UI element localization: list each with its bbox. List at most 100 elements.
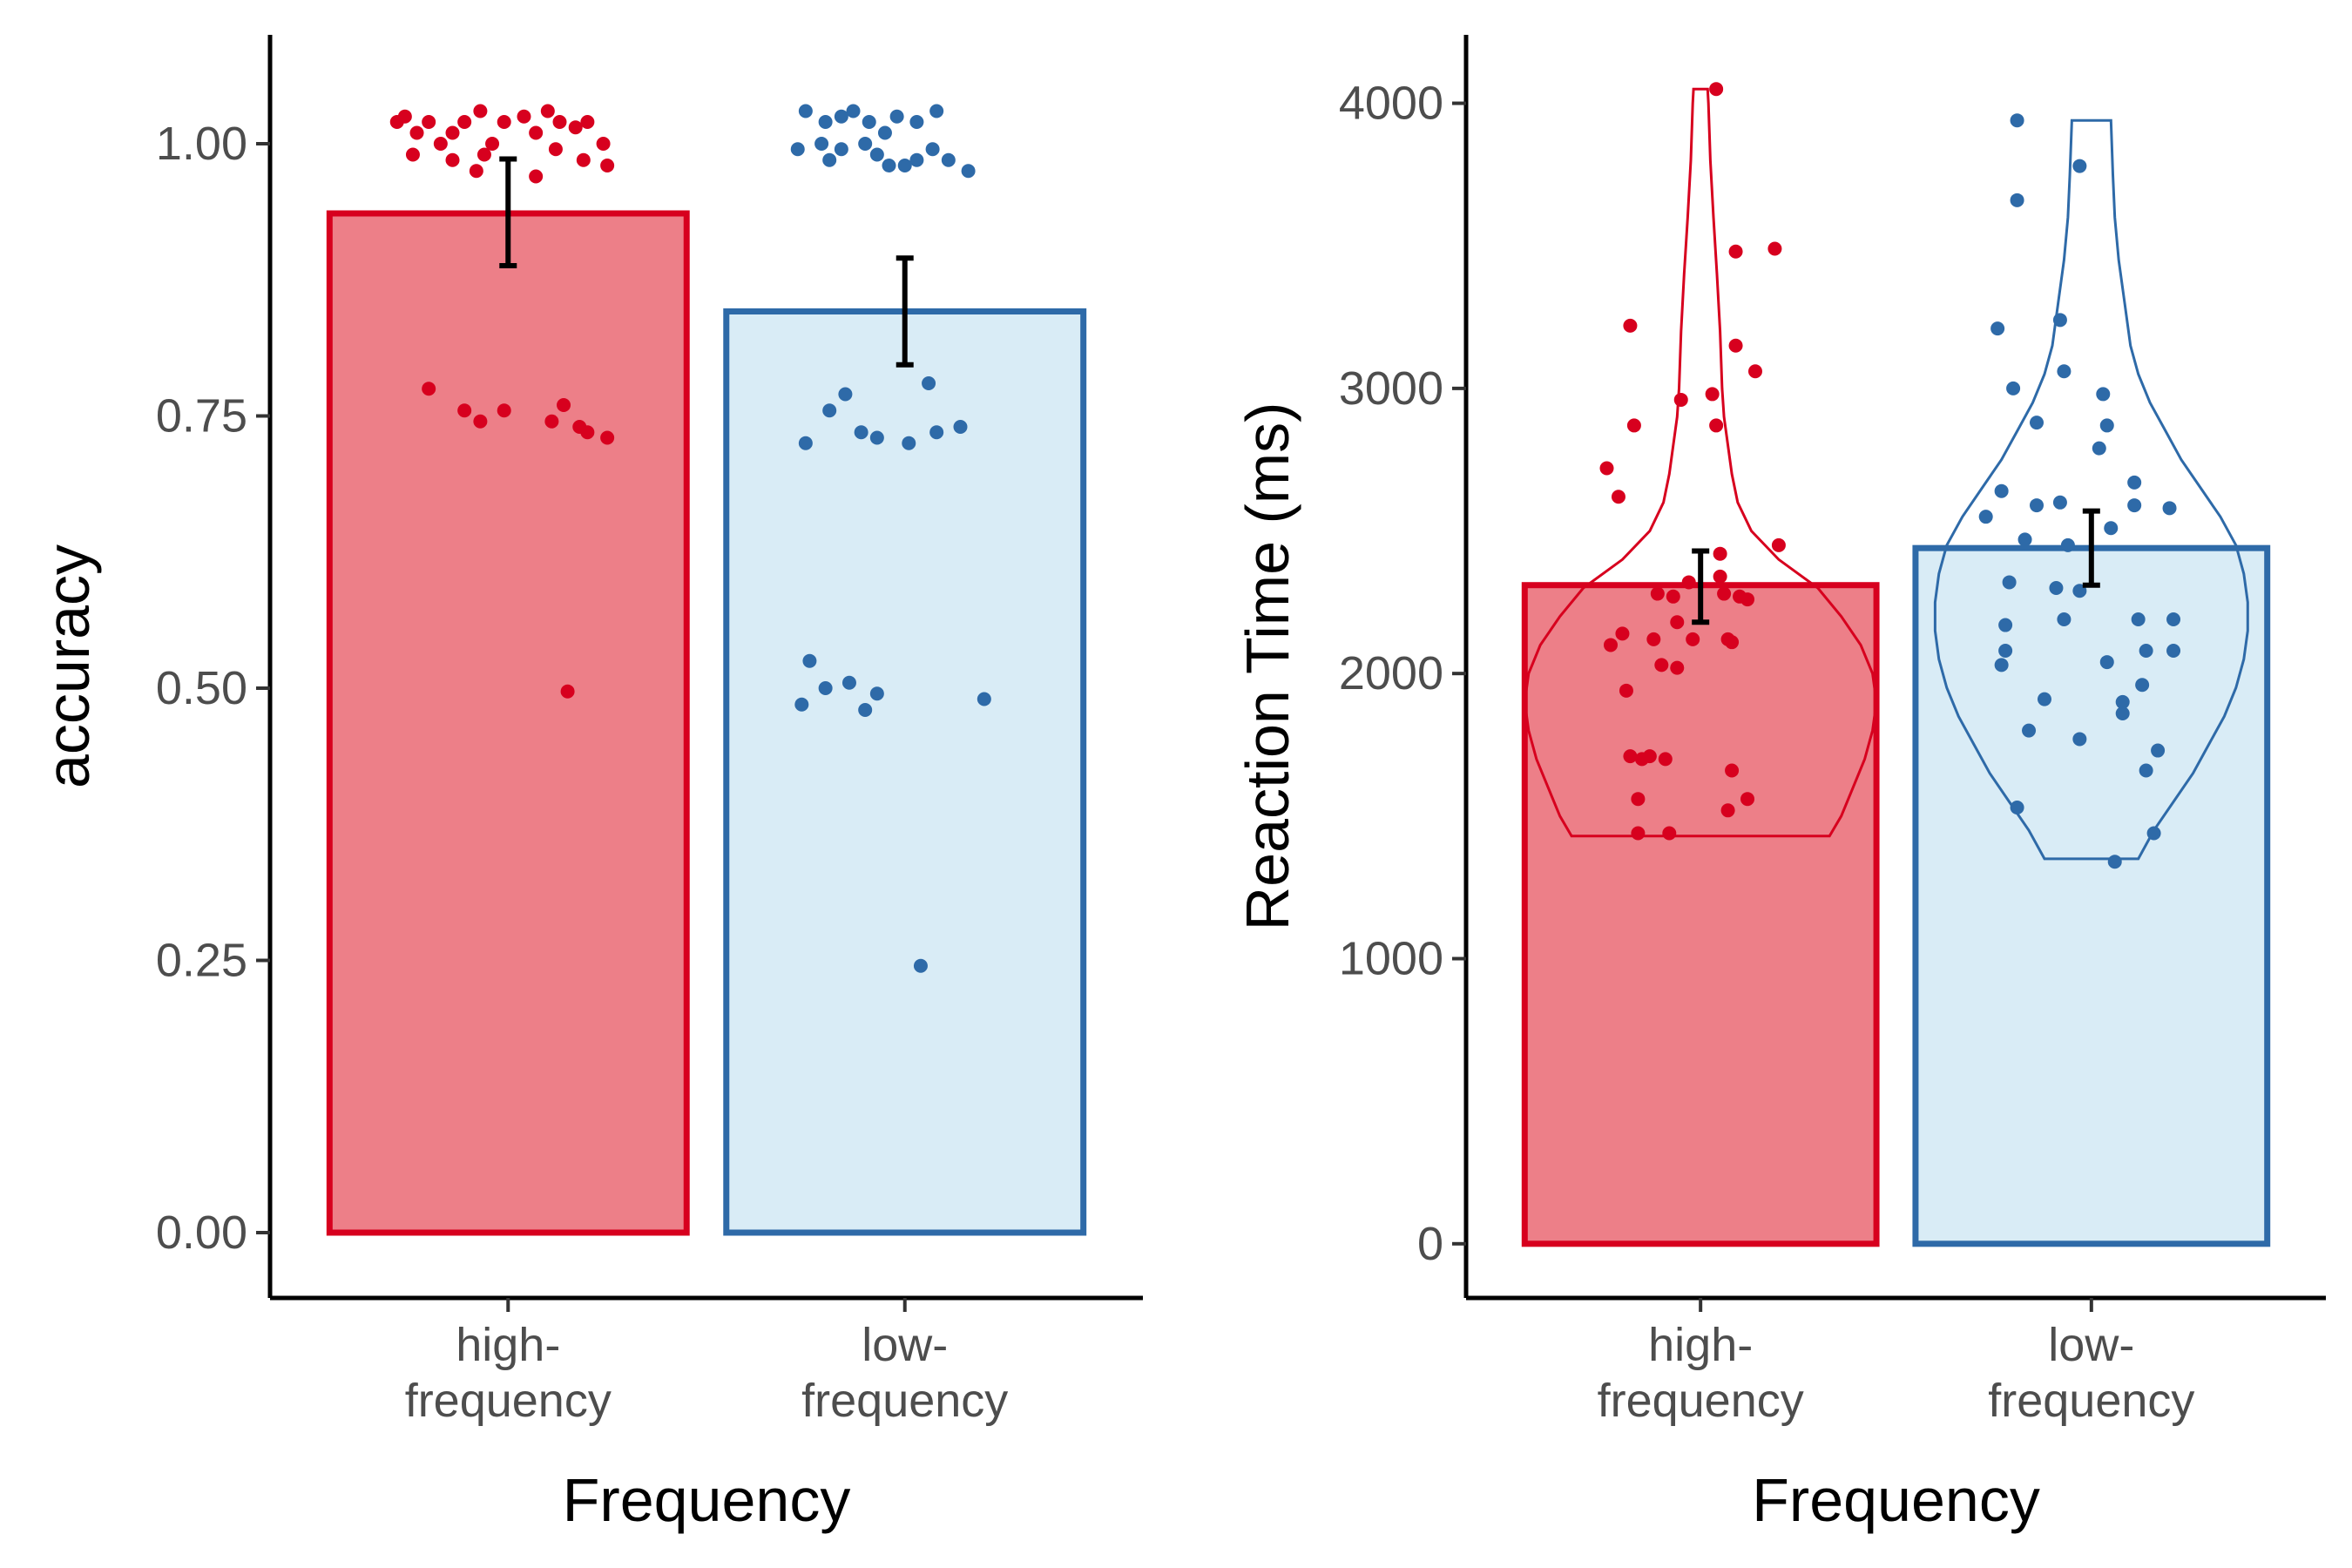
data-point	[953, 420, 968, 434]
data-point	[854, 425, 868, 440]
data-point	[798, 104, 813, 118]
violin-low-frequency	[1933, 118, 2249, 861]
data-point	[2166, 612, 2181, 626]
data-point	[1713, 546, 1727, 561]
data-point	[1994, 483, 2009, 498]
data-point	[457, 115, 472, 129]
data-point	[1650, 586, 1665, 601]
data-point	[1705, 387, 1720, 402]
data-point	[834, 109, 848, 124]
data-point	[922, 376, 936, 390]
data-point	[497, 115, 511, 129]
data-point	[902, 436, 916, 450]
data-point	[2096, 387, 2111, 402]
data-point	[2135, 678, 2150, 693]
data-point	[877, 125, 892, 140]
data-point	[1611, 490, 1625, 504]
data-point	[397, 109, 412, 124]
data-point	[1673, 392, 1688, 407]
data-point	[1771, 537, 1786, 552]
data-point	[2127, 498, 2142, 513]
data-point	[2131, 612, 2146, 626]
data-point	[1615, 626, 1630, 641]
data-point	[2049, 580, 2064, 595]
data-point	[1998, 643, 2013, 658]
y-tick-label: 3000	[1339, 362, 1443, 415]
error-bar	[1692, 548, 1710, 625]
data-point	[869, 430, 884, 445]
y-tick-label: 0	[1417, 1218, 1443, 1270]
error-bar	[2082, 508, 2100, 588]
data-point	[485, 137, 500, 151]
data-point	[576, 152, 591, 167]
data-point	[600, 159, 615, 172]
data-point	[1670, 615, 1685, 630]
x-tick-label: low-frequency	[1988, 1319, 2194, 1427]
data-point	[1623, 749, 1638, 764]
bar-high-frequency	[1521, 582, 1880, 1247]
data-point	[517, 109, 531, 124]
data-point	[2060, 537, 2075, 552]
bar-low-frequency	[723, 308, 1087, 1236]
error-bar	[896, 255, 914, 368]
data-point	[1662, 826, 1677, 841]
data-point	[1767, 241, 1782, 256]
data-point	[2017, 532, 2032, 547]
reaction-time-panel: 0 1000 2000 3000 4000 high-frequency low-frequ…	[1233, 35, 2326, 1534]
data-point	[497, 403, 511, 418]
data-point	[529, 125, 544, 140]
data-point	[2139, 643, 2153, 658]
bar-high-frequency	[326, 210, 690, 1236]
data-point	[600, 430, 615, 445]
data-point	[909, 152, 924, 167]
data-point	[838, 387, 853, 402]
data-point	[869, 686, 884, 701]
data-point	[814, 137, 829, 151]
data-point	[2010, 113, 2024, 128]
data-point	[560, 684, 575, 699]
data-point	[2010, 193, 2024, 207]
y-tick-label: 0.00	[156, 1206, 247, 1259]
data-point	[2052, 495, 2067, 510]
data-point	[2072, 732, 2087, 747]
data-point	[580, 425, 595, 440]
y-tick-label: 2000	[1339, 647, 1443, 700]
data-point	[794, 697, 809, 712]
data-point	[1666, 589, 1680, 604]
data-point	[834, 142, 848, 157]
data-point	[1994, 658, 2009, 672]
data-point	[557, 398, 571, 412]
data-point	[1631, 826, 1646, 841]
data-point	[802, 653, 817, 668]
data-point	[580, 115, 595, 129]
x-axis-title: Frequency	[1752, 1466, 2040, 1534]
data-point	[405, 147, 420, 162]
data-point	[1709, 82, 1724, 97]
data-point	[422, 382, 436, 396]
data-point	[2057, 612, 2072, 626]
data-point	[929, 425, 944, 440]
data-point	[1713, 569, 1727, 584]
y-tick-label: 0.25	[156, 935, 247, 987]
data-point	[897, 159, 912, 172]
data-point	[1670, 660, 1685, 675]
data-point	[2057, 364, 2072, 379]
data-point	[1978, 510, 1993, 524]
data-point	[544, 414, 559, 429]
data-point	[457, 403, 472, 418]
y-tick-label: 0.50	[156, 662, 247, 714]
data-point	[841, 675, 856, 690]
data-point	[913, 958, 928, 973]
data-point	[2022, 723, 2037, 738]
data-point	[2006, 381, 2021, 395]
data-point	[473, 104, 488, 118]
data-point	[1990, 321, 2005, 336]
data-point	[596, 137, 611, 151]
data-point	[961, 164, 976, 179]
data-point	[1728, 338, 1743, 353]
data-point	[1599, 461, 1614, 476]
data-point	[1686, 632, 1700, 646]
data-point	[790, 142, 805, 157]
data-point	[2162, 501, 2177, 516]
